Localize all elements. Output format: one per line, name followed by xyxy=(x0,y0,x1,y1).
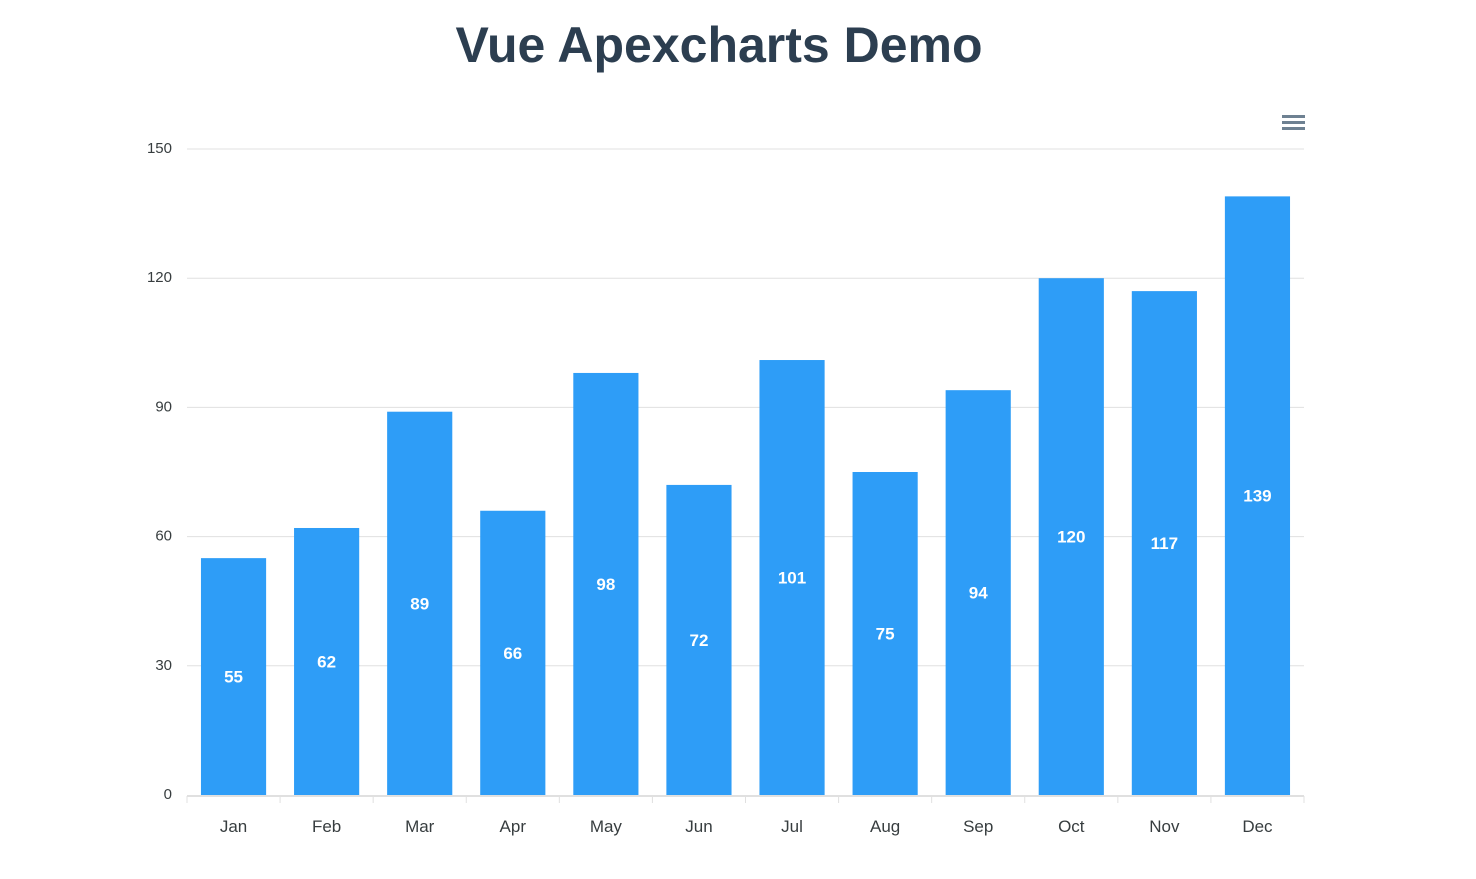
data-label: 117 xyxy=(1151,534,1178,553)
y-axis-ticks: 0 30 60 90 120 150 xyxy=(147,140,172,803)
data-labels: 55 62 89 66 98 72 101 75 94 120 117 139 xyxy=(224,487,1272,687)
bar-mar[interactable] xyxy=(387,411,453,795)
x-tick-label: Nov xyxy=(1149,817,1180,836)
x-axis: Jan Feb Mar Apr May Jun Jul Aug Sep Oct Nov Dec xyxy=(186,795,1305,836)
bar-feb[interactable] xyxy=(294,527,360,795)
data-label: 101 xyxy=(778,569,806,588)
bar-sep[interactable] xyxy=(945,390,1011,795)
menu-icon-line xyxy=(1282,121,1305,124)
x-tick-label: Jan xyxy=(220,817,247,836)
y-tick-label: 150 xyxy=(147,140,172,157)
bar-jul[interactable] xyxy=(759,360,825,795)
data-label: 139 xyxy=(1243,487,1271,506)
menu-icon-line xyxy=(1282,127,1305,130)
bar-jun[interactable] xyxy=(666,484,732,795)
data-label: 94 xyxy=(969,584,988,603)
x-tick-label: Feb xyxy=(312,817,341,836)
x-tick-label: Dec xyxy=(1242,817,1273,836)
data-label: 89 xyxy=(410,594,429,613)
hamburger-menu-icon[interactable] xyxy=(1278,110,1308,136)
bar-dec[interactable] xyxy=(1224,196,1291,795)
y-tick-label: 60 xyxy=(155,528,172,545)
data-label: 98 xyxy=(596,575,615,594)
bar-oct[interactable] xyxy=(1038,278,1104,795)
data-label: 120 xyxy=(1057,528,1085,547)
bar-nov[interactable] xyxy=(1131,291,1197,795)
y-tick-label: 120 xyxy=(147,269,172,286)
x-tick-label: Apr xyxy=(500,817,527,836)
data-label: 62 xyxy=(317,652,336,671)
y-tick-label: 90 xyxy=(155,398,172,415)
y-tick-label: 0 xyxy=(164,786,172,803)
x-tick-label: Oct xyxy=(1058,817,1085,836)
menu-icon-line xyxy=(1282,115,1305,118)
x-tick-label: Sep xyxy=(963,817,993,836)
data-label: 66 xyxy=(503,644,522,663)
bar-aug[interactable] xyxy=(852,472,918,795)
data-label: 55 xyxy=(224,668,243,687)
x-tick-label: Mar xyxy=(405,817,435,836)
page-title: Vue Apexcharts Demo xyxy=(455,17,983,73)
x-tick-label: Aug xyxy=(870,817,900,836)
data-label: 72 xyxy=(689,631,708,650)
grid-lines xyxy=(187,148,1304,667)
x-tick-label: Jun xyxy=(685,817,712,836)
x-tick-label: May xyxy=(590,817,623,836)
y-tick-label: 30 xyxy=(155,657,172,674)
x-tick-label: Jul xyxy=(781,817,803,836)
bar-jan[interactable] xyxy=(200,558,267,795)
data-label: 75 xyxy=(876,625,895,644)
bars xyxy=(200,196,1291,795)
bar-apr[interactable] xyxy=(480,510,546,795)
bar-may[interactable] xyxy=(573,372,639,795)
